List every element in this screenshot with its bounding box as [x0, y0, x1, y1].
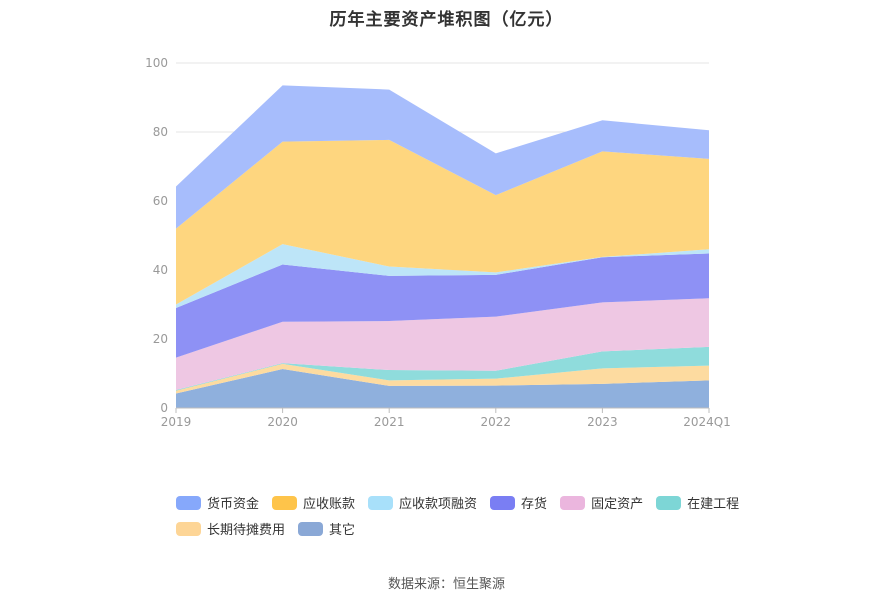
legend-item[interactable]: 货币资金: [176, 494, 260, 512]
y-axis: 0 20 40 60 80 100: [145, 56, 168, 415]
area-3[interactable]: [176, 298, 709, 391]
legend-item[interactable]: 其它: [298, 520, 356, 538]
legend-swatch: [368, 495, 394, 510]
legend-label: 存货: [521, 497, 548, 512]
x-tick-label: 2019: [161, 415, 192, 429]
data-source: 数据来源：恒生聚源: [387, 577, 505, 592]
y-tick-label: 40: [153, 263, 168, 277]
legend-swatch: [272, 495, 298, 510]
legend-item[interactable]: 长期待摊费用: [176, 520, 286, 538]
area-2[interactable]: [176, 346, 709, 391]
area-1[interactable]: [176, 363, 709, 394]
y-tick-label: 100: [145, 56, 168, 70]
legend-label: 固定资产: [591, 497, 644, 512]
x-axis: 2019 2020 2021 2022 2023 2024Q1: [161, 407, 731, 429]
legend-label: 应收账款: [303, 497, 356, 512]
legend-swatch: [176, 521, 201, 536]
legend-item[interactable]: 存货: [490, 494, 548, 512]
x-tick-label: 2023: [587, 415, 618, 429]
legend-item[interactable]: 在建工程: [656, 494, 740, 512]
legend-swatch: [298, 521, 324, 536]
legend-label: 长期待摊费用: [207, 523, 286, 538]
y-tick-label: 0: [160, 401, 168, 415]
area-4[interactable]: [176, 253, 709, 358]
y-tick-label: 80: [153, 125, 168, 139]
legend-label: 应收款项融资: [399, 497, 478, 512]
legend-swatch: [176, 495, 201, 510]
legend-item[interactable]: 应收款项融资: [368, 494, 478, 512]
x-tick-label: 2024Q1: [683, 415, 731, 429]
legend-label: 货币资金: [207, 497, 260, 512]
y-tick-label: 20: [153, 332, 168, 346]
area-6[interactable]: [176, 139, 709, 305]
area-7[interactable]: [176, 85, 709, 229]
legend-swatch: [656, 495, 682, 510]
legend-label: 其它: [329, 523, 356, 538]
y-tick-label: 60: [153, 194, 168, 208]
x-tick-label: 2022: [481, 415, 512, 429]
legend-item[interactable]: 应收账款: [272, 494, 356, 512]
x-tick-label: 2020: [267, 415, 298, 429]
legend-swatch: [560, 495, 586, 510]
area-0[interactable]: [176, 369, 709, 408]
legend-label: 在建工程: [687, 497, 740, 512]
legend-item[interactable]: 固定资产: [560, 494, 644, 512]
stacked-area-chart: 0 20 40 60 80 100 2019 2020 2021 2022 2023 2024Q1: [145, 56, 731, 429]
legend-swatch: [490, 495, 516, 510]
chart-title: 历年主要资产堆积图（亿元）: [329, 10, 564, 30]
legend: 货币资金 应收账款 应收款项融资 存货 固定资产 在建工程长期待摊费用 其它: [176, 494, 776, 538]
area-5[interactable]: [176, 244, 709, 308]
x-tick-label: 2021: [374, 415, 405, 429]
area-series: [176, 85, 709, 408]
